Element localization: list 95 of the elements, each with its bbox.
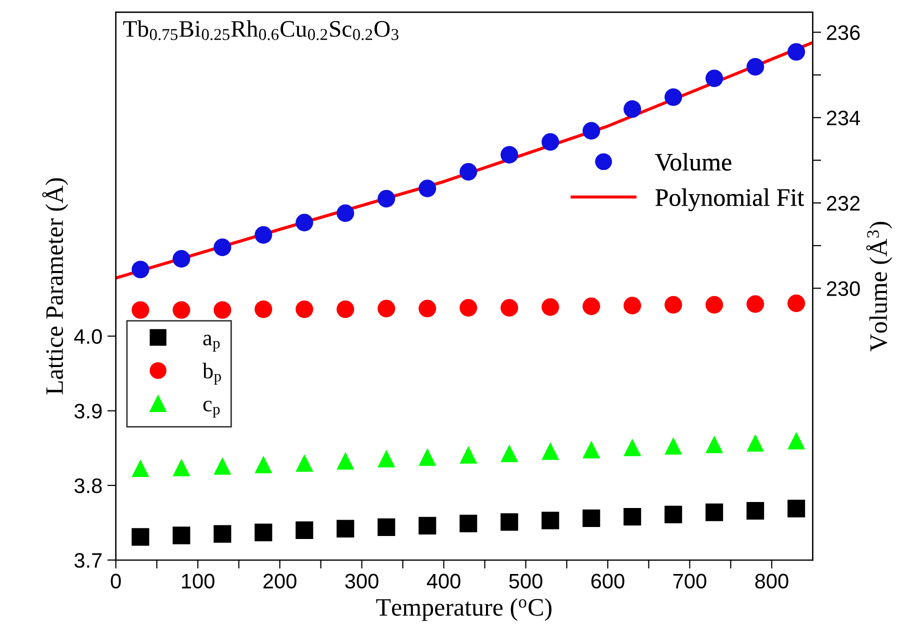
- point: [500, 146, 518, 164]
- point: [336, 452, 354, 470]
- x-tick-label: 200: [263, 574, 296, 589]
- legend-label: b$_{p}$: [202, 362, 221, 385]
- line-series: [116, 40, 813, 280]
- point: [254, 226, 272, 244]
- point: [706, 436, 724, 454]
- point: [624, 296, 642, 314]
- point: [500, 444, 518, 462]
- y2-tick-label: 230: [826, 281, 860, 296]
- point: [542, 298, 560, 316]
- point: [296, 300, 314, 318]
- point: [378, 518, 396, 536]
- point: [132, 260, 150, 278]
- point: [706, 504, 724, 522]
- point: [460, 514, 478, 532]
- point: [706, 296, 724, 314]
- point: [746, 434, 764, 452]
- point: [418, 300, 436, 318]
- y-tick-label: 3.9: [74, 404, 102, 419]
- point: [542, 512, 560, 530]
- point: [378, 300, 396, 318]
- y-axis-title: Lattice Parameter (Å): [42, 178, 68, 394]
- point: [172, 526, 190, 544]
- legend-label: c$_{p}$: [203, 400, 220, 418]
- y-tick-label: 4.0: [74, 329, 102, 344]
- point: [664, 437, 682, 455]
- point: [336, 204, 354, 222]
- point: [254, 300, 272, 318]
- point: [378, 450, 396, 468]
- point: [582, 298, 600, 316]
- point: [582, 509, 600, 528]
- legend-label: Polynomial Fit: [656, 188, 804, 212]
- y-tick-label: 3.7: [74, 553, 102, 568]
- point: [418, 448, 436, 466]
- point: [542, 442, 560, 460]
- point: [788, 500, 806, 518]
- point: [418, 516, 436, 535]
- point: [132, 459, 150, 478]
- y2-tick-label: 236: [826, 25, 860, 40]
- point: [172, 301, 190, 319]
- point: [788, 294, 806, 312]
- point: [460, 446, 478, 464]
- point: [296, 214, 314, 232]
- point: [500, 513, 518, 531]
- point: [706, 70, 724, 88]
- point: [624, 508, 642, 526]
- point: [664, 506, 682, 524]
- point: [172, 250, 190, 268]
- point: [296, 521, 314, 539]
- y2-axis-title: Volume (Å$^{3}$): [866, 222, 892, 352]
- point: [542, 133, 560, 151]
- x-tick-label: 600: [591, 574, 624, 589]
- y2-tick-label: 234: [826, 110, 860, 126]
- point: [500, 298, 518, 317]
- point: [214, 301, 232, 319]
- point: [254, 456, 272, 474]
- point: [746, 295, 764, 313]
- x-tick-label: 500: [509, 574, 542, 589]
- point: [624, 100, 642, 118]
- point: [172, 458, 190, 476]
- point: [336, 300, 354, 318]
- x-tick-label: 0: [110, 574, 121, 589]
- legend-label: Volume: [655, 153, 732, 171]
- x-tick-label: 100: [182, 574, 214, 589]
- x-tick-label: 400: [426, 574, 460, 589]
- point: [788, 43, 806, 61]
- point: [132, 528, 150, 546]
- point: [336, 520, 354, 538]
- point: [214, 525, 232, 543]
- point: [746, 58, 764, 76]
- point: [582, 440, 600, 458]
- x-tick-label: 800: [755, 574, 788, 589]
- x-axis-title: Temperature ($^{o}$C): [376, 598, 552, 621]
- point: [788, 432, 806, 450]
- point: [214, 238, 232, 256]
- y2-tick-label: 232: [826, 196, 860, 211]
- point: [378, 190, 396, 208]
- point: [664, 296, 682, 314]
- y-tick-label: 3.8: [74, 478, 102, 494]
- point: [460, 163, 478, 181]
- point: [214, 457, 232, 475]
- point: [132, 301, 150, 319]
- point: [296, 454, 314, 472]
- point: [746, 502, 764, 520]
- x-tick-label: 300: [345, 574, 378, 589]
- point: [254, 524, 272, 542]
- point: [418, 180, 436, 198]
- point: [624, 438, 642, 456]
- point: [460, 298, 478, 317]
- point: [664, 88, 682, 106]
- x-tick-label: 700: [673, 574, 706, 589]
- legend-label: a$_{p}$: [203, 334, 220, 352]
- point: [582, 122, 600, 140]
- text: Tb$_{0.75}$Bi$_{0.25}$Rh$_{0.6}$Cu$_{0.2}$Sc$_{0.2}$O$_{3}$: [123, 20, 398, 40]
